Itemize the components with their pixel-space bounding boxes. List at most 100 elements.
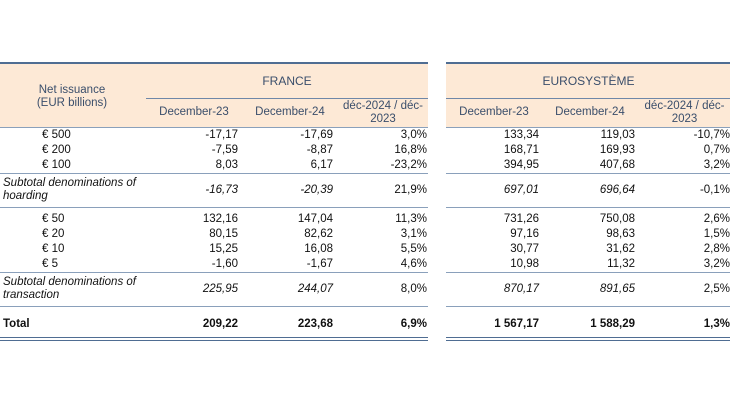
subtotal-row: Subtotal denominations of transaction 22… (0, 272, 428, 307)
cell-dec24: -8,87 (306, 144, 333, 156)
row-label-line1: Subtotal denominations of (3, 276, 136, 288)
row-label: Subtotal denominations of transaction (3, 276, 136, 302)
row-label: € 5 (42, 258, 58, 270)
cell-dec23: -16,73 (205, 184, 238, 196)
table-row: 394,95 407,68 3,2% (446, 158, 730, 173)
col-header-change-line2: 2023 (671, 113, 698, 125)
eurosystem-table: EUROSYSTÈME December-23 December-24 déc-… (446, 62, 730, 341)
france-header: Net issuance (EUR billions) FRANCE Decem… (0, 64, 428, 128)
cell-dec24: 98,63 (606, 228, 635, 240)
bottom-rule (446, 340, 730, 341)
cell-dec23: 15,25 (209, 243, 238, 255)
subtotal-row: 870,17 891,65 2,5% (446, 272, 730, 307)
eurosystem-title: EUROSYSTÈME (542, 74, 635, 88)
table-row: 133,34 119,03 -10,7% (446, 128, 730, 143)
row-label: € 50 (42, 213, 65, 225)
cell-dec24: 169,93 (599, 144, 635, 156)
cell-dec23: 8,03 (215, 159, 238, 171)
table-row: 10,98 11,32 3,2% (446, 257, 730, 272)
col-header-change-line1: déc-2024 / déc- (644, 100, 725, 112)
eurosystem-header: EUROSYSTÈME December-23 December-24 déc-… (446, 64, 730, 128)
cell-change: -10,7% (693, 129, 730, 141)
cell-change: 6,9% (400, 318, 427, 330)
cell-dec24: 6,17 (310, 159, 333, 171)
row-label: Subtotal denominations of hoarding (3, 177, 136, 203)
cell-dec23: -7,59 (211, 144, 238, 156)
col-header-dec23: December-23 (159, 106, 229, 118)
cell-dec23: 97,16 (510, 228, 539, 240)
cell-dec23: 225,95 (202, 283, 238, 295)
row-label-line2: hoarding (3, 190, 48, 202)
total-row: Total 209,22 223,68 6,9% (0, 311, 428, 337)
table-row: € 20 80,15 82,62 3,1% (0, 227, 428, 242)
col-header-dec24: December-24 (255, 106, 325, 118)
cell-change: 0,7% (703, 144, 730, 156)
cell-change: 21,9% (394, 184, 427, 196)
cell-dec24: -20,39 (300, 184, 333, 196)
header-divider (446, 98, 730, 99)
top-rule (446, 62, 730, 64)
row-header-line2: (EUR billions) (36, 97, 108, 109)
cell-change: 4,6% (400, 258, 427, 270)
table-row: € 10 15,25 16,08 5,5% (0, 242, 428, 257)
cell-dec24: -1,67 (306, 258, 333, 270)
table-row: 168,71 169,93 0,7% (446, 143, 730, 158)
cell-change: 8,0% (400, 283, 427, 295)
cell-dec24: 223,68 (297, 318, 333, 330)
total-row: 1 567,17 1 588,29 1,3% (446, 311, 730, 337)
cell-dec23: 1 567,17 (494, 318, 539, 330)
top-rule (0, 62, 428, 64)
cell-dec23: -17,17 (205, 129, 238, 141)
subtotal-row: 697,01 696,64 -0,1% (446, 173, 730, 208)
cell-dec24: 244,07 (297, 283, 333, 295)
cell-change: 2,5% (703, 283, 730, 295)
col-header-dec23: December-23 (459, 106, 529, 118)
header-divider (146, 98, 428, 99)
cell-change: 3,2% (703, 258, 730, 270)
row-label: € 200 (42, 144, 71, 156)
cell-dec24: 119,03 (600, 129, 635, 141)
cell-dec24: 891,65 (599, 283, 635, 295)
col-header-dec24: December-24 (555, 106, 625, 118)
cell-change: 2,6% (703, 213, 730, 225)
cell-change: -0,1% (699, 184, 730, 196)
row-header-label: Net issuance (EUR billions) (8, 84, 136, 110)
row-header-line1: Net issuance (38, 84, 106, 96)
cell-dec24: -17,69 (300, 129, 333, 141)
cell-dec23: 168,71 (503, 144, 539, 156)
cell-dec23: 10,98 (510, 258, 539, 270)
col-header-change-line1: déc-2024 / déc- (343, 100, 423, 112)
cell-dec23: 394,95 (503, 159, 539, 171)
cell-change: 1,3% (703, 318, 730, 330)
cell-dec24: 147,04 (297, 213, 333, 225)
cell-dec23: 697,01 (503, 184, 539, 196)
cell-change: 3,2% (703, 159, 730, 171)
cell-dec24: 31,62 (606, 243, 635, 255)
cell-dec24: 1 588,29 (590, 318, 635, 330)
cell-dec24: 696,64 (599, 184, 635, 196)
col-header-change: déc-2024 / déc- 2023 (338, 100, 428, 126)
cell-change: -23,2% (390, 159, 427, 171)
cell-dec23: 30,77 (510, 243, 539, 255)
bottom-rule (0, 340, 428, 341)
row-label: Total (3, 318, 30, 330)
cell-change: 1,5% (703, 228, 730, 240)
cell-dec23: 870,17 (503, 283, 539, 295)
table-row: € 200 -7,59 -8,87 16,8% (0, 143, 428, 158)
cell-dec24: 750,08 (599, 213, 635, 225)
cell-dec23: 731,26 (503, 213, 539, 225)
row-label: € 100 (42, 159, 71, 171)
table-row: 30,77 31,62 2,8% (446, 242, 730, 257)
row-label: € 20 (42, 228, 65, 240)
bottom-rule (446, 337, 730, 338)
table-row: € 500 -17,17 -17,69 3,0% (0, 128, 428, 143)
cell-dec24: 407,68 (599, 159, 635, 171)
france-table: Net issuance (EUR billions) FRANCE Decem… (0, 62, 428, 341)
cell-change: 2,8% (703, 243, 730, 255)
france-title: FRANCE (262, 74, 312, 88)
table-row: 97,16 98,63 1,5% (446, 227, 730, 242)
cell-dec23: 133,34 (503, 129, 539, 141)
cell-dec24: 11,32 (607, 258, 635, 270)
row-label: € 500 (42, 129, 71, 141)
cell-dec23: 80,15 (209, 228, 238, 240)
